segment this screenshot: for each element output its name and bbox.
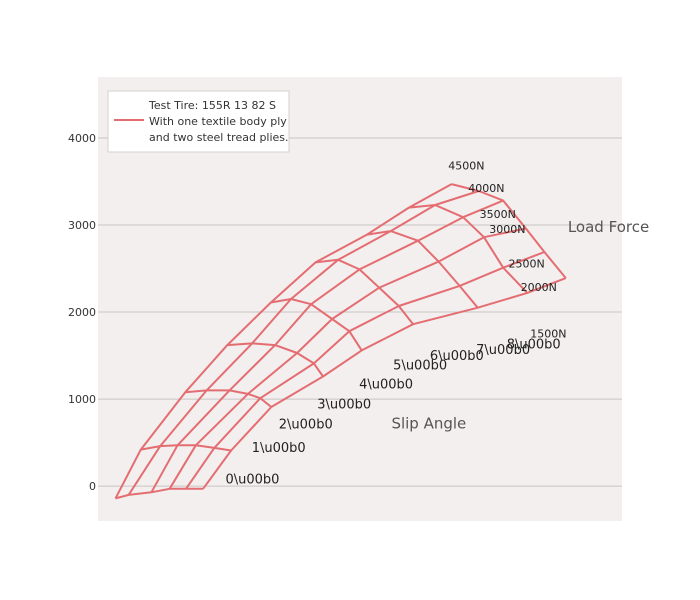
- slip-angle-label: 3\u00b0: [317, 398, 371, 413]
- legend-line-1: Test Tire: 155R 13 82 S: [148, 99, 276, 112]
- y-tick-label: 1000: [68, 393, 96, 406]
- slip-angle-label: 2\u00b0: [279, 418, 333, 433]
- y-tick-label: 4000: [68, 132, 96, 145]
- carpet-load-curve: [270, 298, 363, 351]
- slip-angle-label: 4\u00b0: [359, 378, 413, 393]
- axis-annotation: Load Force: [568, 218, 649, 236]
- carpet-slip-curve: [114, 183, 452, 499]
- carpet-slip-curve: [127, 190, 480, 496]
- load-force-label: 4000N: [468, 182, 504, 195]
- carpet-slip-curve: [150, 199, 504, 493]
- carpet-load-curve: [315, 258, 414, 325]
- slip-angle-label: 8\u00b0: [507, 338, 561, 353]
- y-tick-labels: 0 1000 2000 3000 4000: [68, 132, 96, 493]
- load-force-label: 3000N: [489, 223, 525, 236]
- axis-annotation: Slip Angle: [391, 414, 466, 432]
- legend: Test Tire: 155R 13 82 S With one textile…: [107, 90, 290, 153]
- grid-lines: [98, 137, 622, 487]
- carpet-mesh: [114, 183, 567, 500]
- legend-box: [107, 90, 290, 153]
- carpet-load-curve: [140, 444, 232, 452]
- carpet-load-curve: [227, 342, 324, 378]
- load-force-label: 4500N: [448, 159, 484, 172]
- legend-line-2: With one textile body ply: [149, 115, 287, 128]
- carpet-load-curve: [451, 183, 567, 279]
- carpet-load-curve: [366, 230, 479, 309]
- slip-angle-label: 0\u00b0: [226, 473, 280, 488]
- curve-labels: 0\u00b0 1\u00b0 2\u00b0 3\u00b0 4\u00b0 5\u00…: [226, 159, 650, 487]
- slip-angle-label: 5\u00b0: [393, 359, 447, 374]
- legend-line-3: and two steel tread plies.: [149, 131, 289, 144]
- carpet-slip-curve: [202, 277, 567, 490]
- slip-angle-label: 7\u00b0: [476, 343, 530, 358]
- load-force-label: 2500N: [508, 258, 544, 271]
- y-tick-label: 2000: [68, 306, 96, 319]
- carpet-load-curve: [408, 204, 529, 294]
- carpet-load-curve: [185, 389, 272, 408]
- load-force-label: 1500N: [530, 327, 566, 340]
- load-force-label: 2000N: [521, 281, 557, 294]
- load-force-label: 3500N: [480, 208, 516, 221]
- y-tick-label: 3000: [68, 219, 96, 232]
- carpet-slip-curve: [185, 251, 545, 490]
- slip-angle-label: 6\u00b0: [430, 349, 484, 364]
- slip-angle-label: 1\u00b0: [252, 441, 306, 456]
- carpet-slip-curve: [168, 227, 527, 490]
- y-tick-label: 0: [89, 480, 96, 493]
- carpet-load-curve: [115, 487, 204, 500]
